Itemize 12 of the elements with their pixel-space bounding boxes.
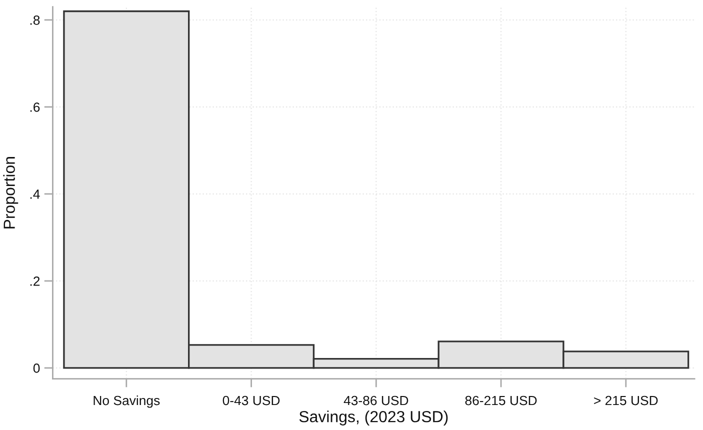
- y-tick-label: .2: [30, 276, 40, 286]
- x-tick-label: No Savings: [94, 395, 160, 408]
- x-tick-label: 0-43 USD: [222, 396, 280, 406]
- y-tick-label: .6: [30, 102, 40, 112]
- y-axis-title: Proportion: [3, 157, 18, 228]
- y-tick-label: .4: [30, 190, 40, 199]
- x-tick-label: 86-215 USD: [465, 396, 537, 406]
- x-axis-title: Savings, (2023 USD): [299, 410, 448, 426]
- y-tick-label: 0: [33, 364, 40, 373]
- x-tick-label: > 215 USD: [594, 396, 658, 406]
- x-tick-label: 43-86 USD: [344, 396, 408, 406]
- y-tick-label: .8: [30, 16, 40, 25]
